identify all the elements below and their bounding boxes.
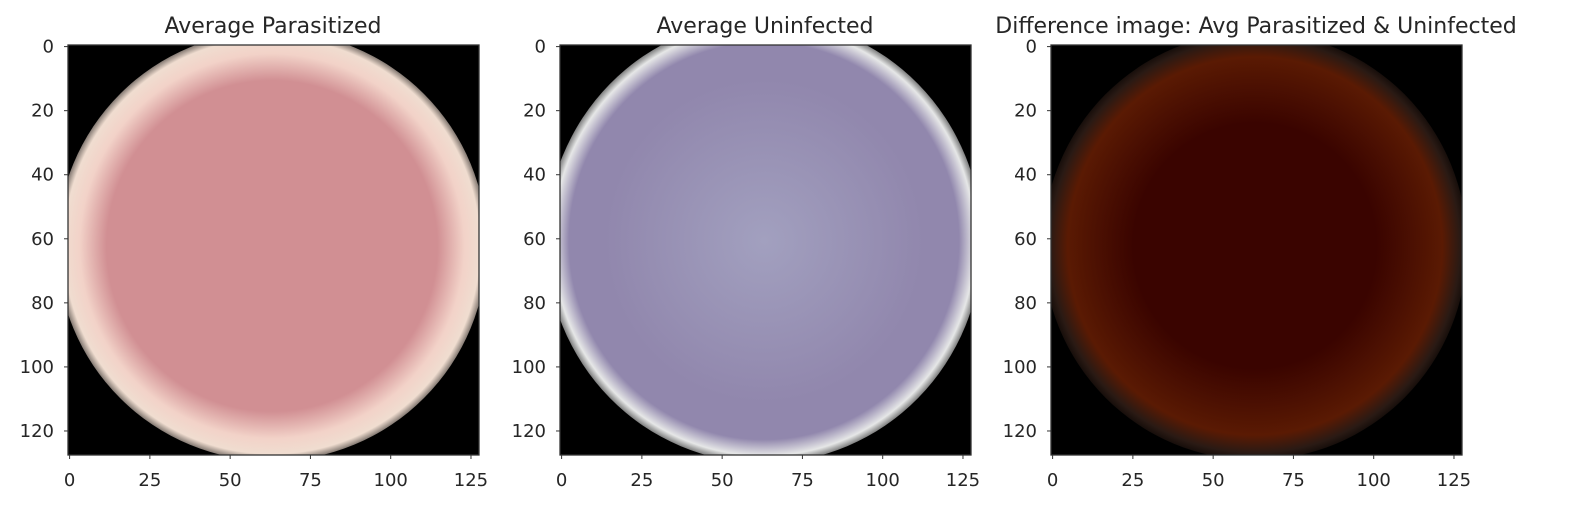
- cell-image: [560, 45, 971, 455]
- image-area: [560, 45, 971, 455]
- y-tick-label: 0: [43, 37, 54, 58]
- y-tick-label: 60: [31, 229, 54, 250]
- x-tick-label: 25: [138, 470, 161, 491]
- cell-image: [1051, 45, 1462, 455]
- x-axis: 0 25 50 75 100 125: [556, 455, 980, 491]
- y-tick-label: 0: [535, 37, 546, 58]
- y-tick-label: 40: [1014, 165, 1037, 186]
- y-tick-label: 120: [1003, 421, 1037, 442]
- x-tick-label: 125: [454, 470, 488, 491]
- y-tick-label: 0: [1026, 37, 1037, 58]
- x-tick-label: 50: [219, 470, 242, 491]
- x-tick-label: 75: [1282, 470, 1305, 491]
- y-tick-label: 120: [512, 421, 546, 442]
- axes-frame: [559, 44, 972, 456]
- y-tick-label: 20: [31, 101, 54, 122]
- x-tick-label: 50: [1202, 470, 1225, 491]
- x-tick-label: 50: [711, 470, 734, 491]
- y-tick-label: 100: [1003, 357, 1037, 378]
- x-tick-label: 75: [299, 470, 322, 491]
- x-tick-label: 0: [64, 470, 75, 491]
- y-tick-label: 80: [523, 293, 546, 314]
- y-tick-label: 40: [523, 165, 546, 186]
- y-tick-label: 80: [31, 293, 54, 314]
- panel-title: Average Parasitized: [165, 14, 382, 39]
- y-tick-label: 100: [512, 357, 546, 378]
- axes-frame: [67, 44, 480, 456]
- y-tick-label: 20: [523, 101, 546, 122]
- y-tick-label: 100: [20, 357, 54, 378]
- x-tick-label: 125: [946, 470, 980, 491]
- y-axis: 0 20 40 60 80 100 120: [512, 37, 560, 442]
- x-tick-label: 100: [1357, 470, 1391, 491]
- x-tick-label: 100: [374, 470, 408, 491]
- image-area: [1051, 45, 1462, 455]
- panel-difference-image: Difference image: Avg Parasitized & Unin…: [995, 14, 1516, 491]
- x-tick-label: 75: [791, 470, 814, 491]
- y-tick-label: 40: [31, 165, 54, 186]
- cell-image: [68, 45, 479, 455]
- x-tick-label: 100: [866, 470, 900, 491]
- x-tick-label: 0: [556, 470, 567, 491]
- y-tick-label: 80: [1014, 293, 1037, 314]
- y-tick-label: 20: [1014, 101, 1037, 122]
- panel-average-uninfected: Average Uninfected 0 25 50 75 100 125 0 20 40 60…: [512, 14, 981, 491]
- axes-frame: [1050, 44, 1463, 456]
- y-tick-label: 60: [523, 229, 546, 250]
- x-tick-label: 25: [1121, 470, 1144, 491]
- image-area: [68, 45, 479, 455]
- y-tick-label: 120: [20, 421, 54, 442]
- x-tick-label: 25: [630, 470, 653, 491]
- y-axis: 0 20 40 60 80 100 120: [1003, 37, 1051, 442]
- y-tick-label: 60: [1014, 229, 1037, 250]
- x-axis: 0 25 50 75 100 125: [64, 455, 488, 491]
- x-axis: 0 25 50 75 100 125: [1047, 455, 1471, 491]
- panel-title: Difference image: Avg Parasitized & Unin…: [995, 14, 1516, 39]
- x-tick-label: 0: [1047, 470, 1058, 491]
- x-tick-label: 125: [1437, 470, 1471, 491]
- panel-average-parasitized: Average Parasitized 0 25 50 75 100 125 0 20 40 6…: [20, 14, 489, 491]
- y-axis: 0 20 40 60 80 100 120: [20, 37, 68, 442]
- panel-title: Average Uninfected: [657, 14, 874, 39]
